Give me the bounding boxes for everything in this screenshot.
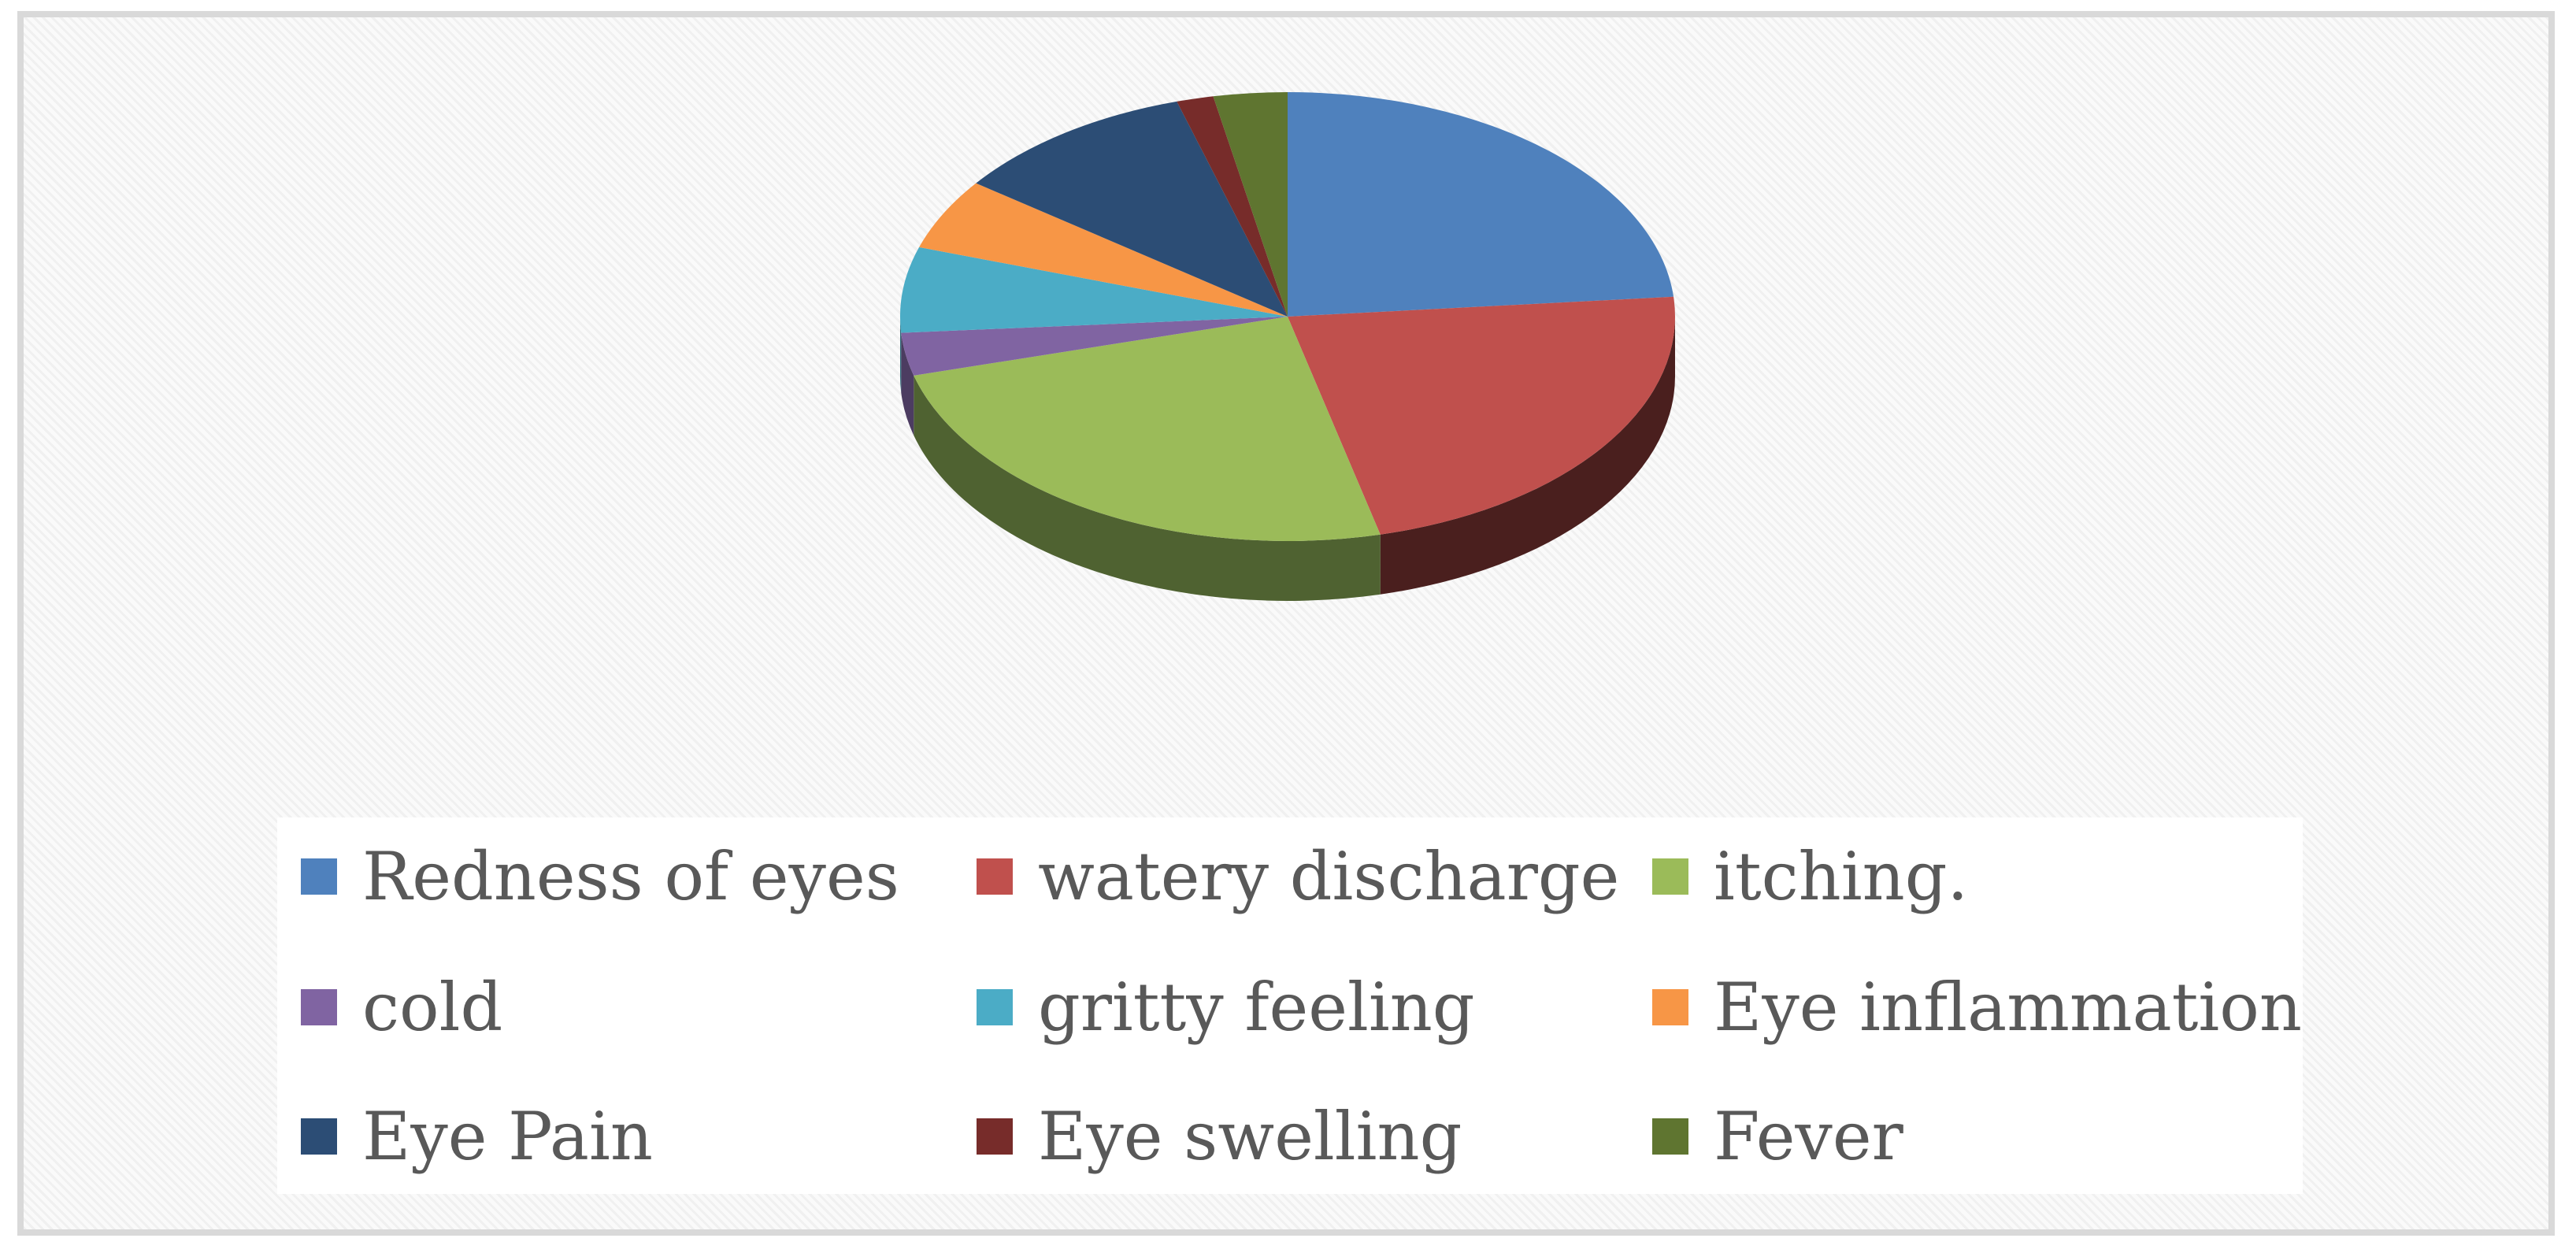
pie-side-gritty-feeling xyxy=(900,317,902,393)
legend-item-gritty-feeling: gritty feeling xyxy=(977,964,1475,1051)
legend-swatch xyxy=(1652,989,1688,1025)
pie-side-watery-discharge xyxy=(1380,317,1675,595)
pie-depth xyxy=(900,317,1675,602)
pie-slice-eye-swelling xyxy=(1177,96,1288,317)
pie-side-cold xyxy=(901,332,914,436)
pie-slice-gritty-feeling xyxy=(899,247,1288,333)
legend: Redness of eyes watery discharge itching. c… xyxy=(277,817,2303,1194)
legend-item-eye-pain: Eye Pain xyxy=(301,1093,653,1180)
legend-swatch xyxy=(301,989,337,1025)
legend-item-cold: cold xyxy=(301,964,502,1051)
pie-slice-itching xyxy=(914,317,1381,542)
legend-item-fever: Fever xyxy=(1652,1093,1903,1180)
legend-label: Eye inflammation xyxy=(1714,969,2302,1046)
legend-label: cold xyxy=(362,969,503,1046)
legend-label: itching. xyxy=(1714,838,1969,915)
legend-swatch xyxy=(301,1118,337,1155)
legend-item-itching: itching. xyxy=(1652,833,1968,920)
legend-swatch xyxy=(1652,858,1688,895)
legend-swatch xyxy=(301,858,337,895)
pie-slices xyxy=(899,92,1676,542)
pie-slice-fever xyxy=(1213,92,1288,317)
legend-item-watery-discharge: watery discharge xyxy=(977,833,1619,920)
pie-slice-cold xyxy=(901,317,1288,376)
legend-label: watery discharge xyxy=(1038,838,1620,915)
legend-label: Fever xyxy=(1714,1098,1903,1175)
legend-label: Redness of eyes xyxy=(362,838,899,915)
pie-side-itching xyxy=(914,375,1381,602)
legend-swatch xyxy=(977,1118,1013,1155)
legend-label: gritty feeling xyxy=(1038,969,1475,1046)
legend-swatch xyxy=(1652,1118,1688,1155)
pie-slice-redness-of-eyes xyxy=(1288,92,1674,317)
pie-slice-watery-discharge xyxy=(1288,296,1676,535)
legend-item-eye-inflammation: Eye inflammation xyxy=(1652,964,2302,1051)
legend-label: Eye Pain xyxy=(362,1098,653,1175)
pie-slice-eye-inflammation xyxy=(919,183,1288,317)
legend-swatch xyxy=(977,858,1013,895)
legend-item-eye-swelling: Eye swelling xyxy=(977,1093,1462,1180)
legend-item-redness-of-eyes: Redness of eyes xyxy=(301,833,899,920)
pie-slice-eye-pain xyxy=(976,101,1288,317)
legend-label: Eye swelling xyxy=(1038,1098,1462,1175)
legend-swatch xyxy=(977,989,1013,1025)
